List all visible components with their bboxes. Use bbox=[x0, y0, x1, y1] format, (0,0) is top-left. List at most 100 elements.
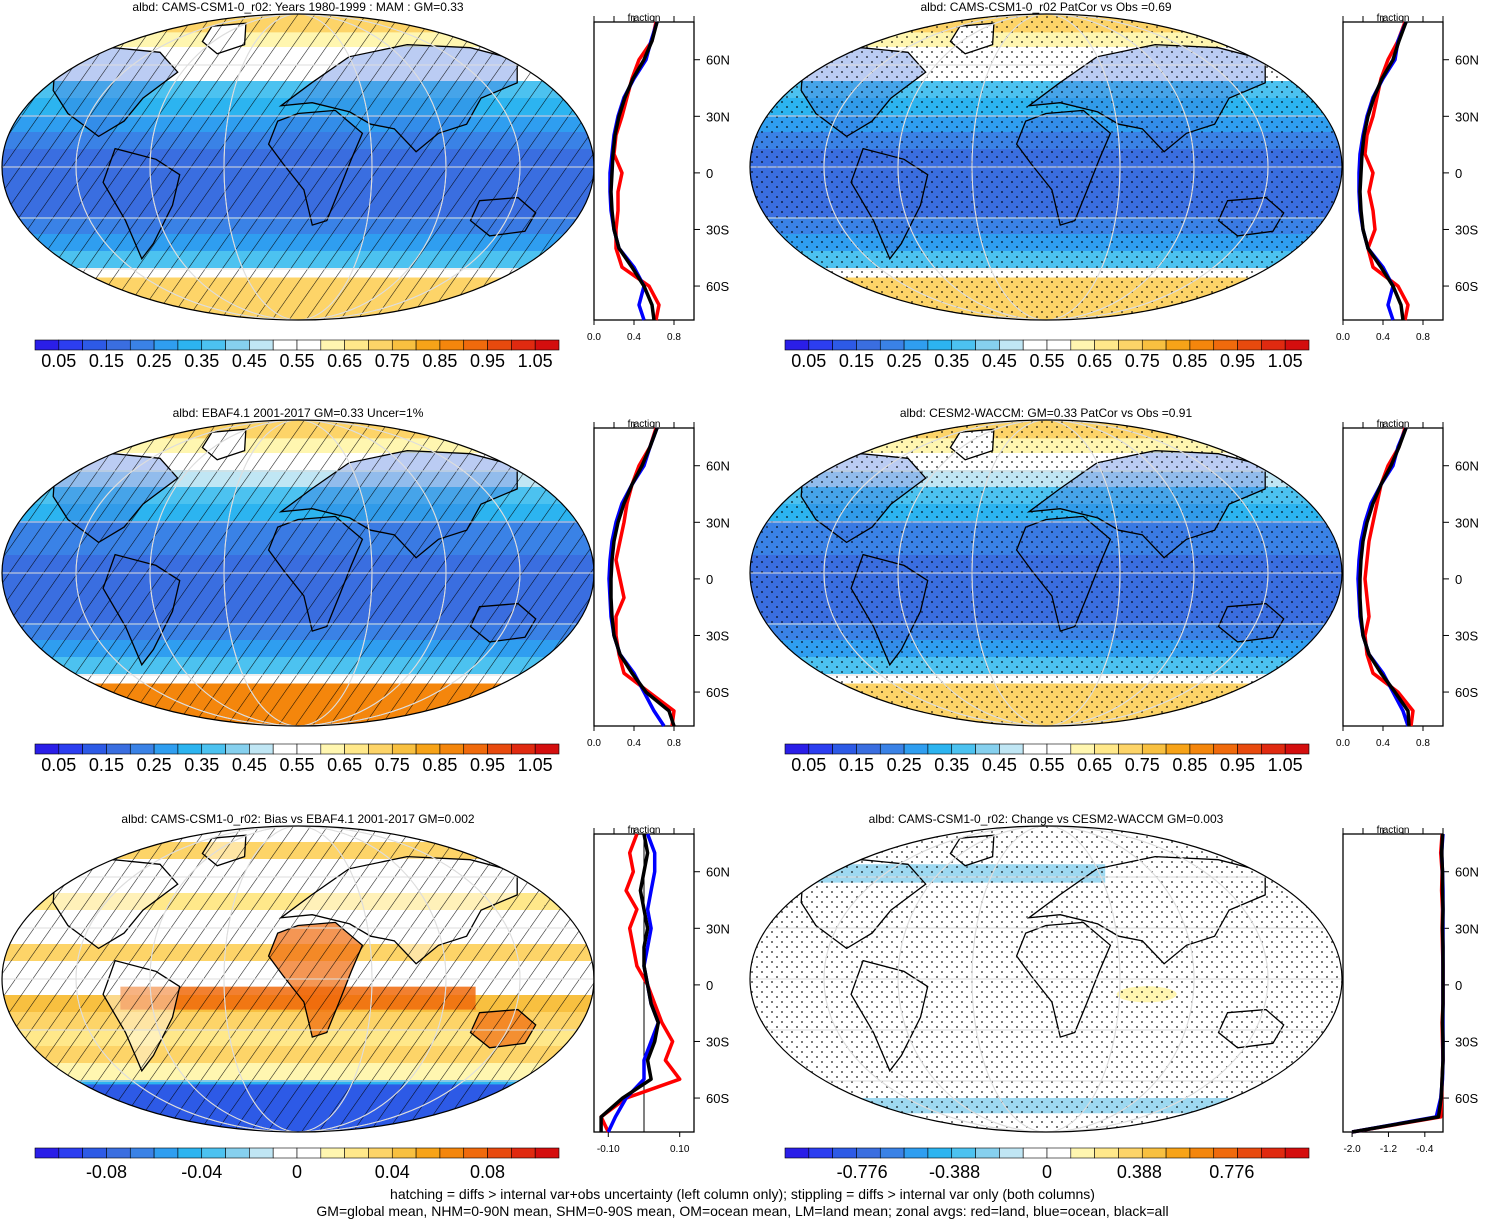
zonal-xtick-label: 0.4 bbox=[627, 332, 641, 343]
zonal-ytick-label: 0 bbox=[1455, 572, 1462, 587]
zonal-line-all bbox=[1351, 833, 1445, 1134]
zonal-ytick-label: 60N bbox=[706, 53, 730, 68]
colorbar-swatch bbox=[344, 743, 369, 755]
colorbar-swatch bbox=[58, 339, 83, 351]
colorbar-swatch bbox=[1165, 743, 1191, 755]
colorbar-0: 0.05 0.15 0.25 0.35 0.45 0.55 0.65 0.75 0.85 0.95… bbox=[34, 339, 560, 371]
colorbar-label: 0.65 bbox=[327, 351, 362, 371]
colorbar-swatch bbox=[391, 1147, 417, 1159]
colorbar-swatch bbox=[82, 1147, 107, 1159]
map-title: albd: CAMS-CSM1-0_r02 PatCor vs Obs =0.6… bbox=[920, 0, 1171, 14]
zonal-ytick-label: 30N bbox=[1455, 515, 1479, 530]
zonal-ytick-label: 30N bbox=[706, 921, 730, 936]
colorbar-label: 0.55 bbox=[279, 755, 314, 775]
colorbar-3: 0.05 0.15 0.25 0.35 0.45 0.55 0.65 0.75 0.85 0.95… bbox=[784, 743, 1310, 775]
colorbar-label: 0.776 bbox=[1209, 1162, 1254, 1182]
colorbar-swatch bbox=[34, 743, 60, 755]
colorbar-swatch bbox=[784, 339, 810, 351]
map-outline bbox=[749, 419, 1343, 727]
colorbar-swatch bbox=[1141, 743, 1167, 755]
colorbar-label: 0.65 bbox=[327, 755, 362, 775]
zonal-ytick-label: 60N bbox=[1455, 53, 1479, 68]
colorbar-swatch bbox=[832, 743, 857, 755]
zonal-frame bbox=[1342, 833, 1444, 1133]
colorbar-swatch bbox=[808, 339, 833, 351]
colorbar-swatch bbox=[129, 743, 155, 755]
map-panel-4: albd: CAMS-CSM1-0_r02: Bias vs EBAF4.1 2… bbox=[1, 812, 595, 1133]
zonal-ytick-label: 30S bbox=[1455, 222, 1478, 237]
zonal-line-land bbox=[1363, 21, 1410, 321]
colorbar-swatch bbox=[927, 1147, 953, 1159]
colorbar-label: 0.05 bbox=[41, 351, 76, 371]
zonal-panel-5: fraction 60N 30N 0 30S 60S -2.0 -1.2 -0.4 bbox=[1342, 825, 1479, 1155]
map-title: albd: CAMS-CSM1-0_r02: Bias vs EBAF4.1 2… bbox=[121, 812, 475, 826]
zonal-xtick-label: 0.0 bbox=[587, 332, 601, 343]
colorbar-swatch bbox=[368, 743, 393, 755]
colorbar-swatch bbox=[1141, 339, 1167, 351]
colorbar-swatch bbox=[439, 339, 465, 351]
graticule-lon bbox=[75, 826, 521, 1132]
colorbar-label: 0.75 bbox=[1125, 755, 1160, 775]
zonal-ytick-label: 30S bbox=[706, 628, 729, 643]
map-field-2 bbox=[2, 420, 594, 726]
colorbar-label: 0.55 bbox=[1029, 351, 1064, 371]
zonal-ytick-label: 30S bbox=[706, 1034, 729, 1049]
colorbar-swatch bbox=[1189, 339, 1215, 351]
zonal-ytick-label: 30N bbox=[1455, 109, 1479, 124]
colorbar-swatch bbox=[903, 339, 929, 351]
colorbar-swatch bbox=[856, 339, 881, 351]
colorbar-swatch bbox=[1118, 1147, 1143, 1159]
map-panel-0: albd: CAMS-CSM1-0_r02: Years 1980-1999 :… bbox=[1, 0, 595, 321]
colorbar-swatch bbox=[784, 743, 810, 755]
colorbar-swatch bbox=[487, 339, 512, 351]
zonal-line-all bbox=[1358, 427, 1411, 727]
colorbar-swatch bbox=[808, 1147, 833, 1159]
colorbar-swatch bbox=[999, 743, 1024, 755]
colorbar-swatch bbox=[1189, 1147, 1215, 1159]
colorbar-label: 0.95 bbox=[470, 351, 505, 371]
graticule-lon bbox=[823, 14, 1269, 320]
colorbar-swatch bbox=[784, 1147, 810, 1159]
colorbar-label: 0.85 bbox=[1172, 755, 1207, 775]
colorbar-label: 0.85 bbox=[422, 755, 457, 775]
colorbar-label: 0.55 bbox=[1029, 755, 1064, 775]
colorbar-label: 0.65 bbox=[1077, 755, 1112, 775]
colorbar-swatch bbox=[1165, 1147, 1191, 1159]
colorbar-swatch bbox=[58, 743, 83, 755]
map-panel-3: albd: CESM2-WACCM: GM=0.33 PatCor vs Obs… bbox=[749, 406, 1343, 727]
colorbar-swatch bbox=[272, 743, 298, 755]
zonal-line-all bbox=[599, 833, 661, 1132]
zonal-ylabel: fraction bbox=[628, 825, 661, 836]
map-outline bbox=[749, 825, 1343, 1133]
zonal-panel-2: fraction 60N 30N 0 30S 60S 0.0 0.4 0.8 bbox=[587, 419, 730, 749]
colorbar-swatch bbox=[201, 743, 226, 755]
colorbar-label: 0.95 bbox=[470, 755, 505, 775]
graticule-lon bbox=[971, 826, 1121, 1132]
zonal-ytick-label: 60S bbox=[1455, 685, 1478, 700]
zonal-xtick-label: -1.2 bbox=[1380, 1144, 1398, 1155]
zonal-ytick-label: 0 bbox=[1455, 978, 1462, 993]
colorbar-swatch bbox=[201, 1147, 226, 1159]
colorbar-label: 0.35 bbox=[934, 351, 969, 371]
colorbar-label: 0.45 bbox=[982, 755, 1017, 775]
colorbar-swatch bbox=[1118, 339, 1143, 351]
zonal-xtick-label: 0.8 bbox=[1416, 332, 1430, 343]
colorbar-label: 0.75 bbox=[375, 351, 410, 371]
colorbar-swatch bbox=[951, 339, 976, 351]
colorbar-swatch bbox=[1141, 1147, 1167, 1159]
colorbar-label: 0.35 bbox=[184, 351, 219, 371]
zonal-ytick-label: 60S bbox=[1455, 1091, 1478, 1106]
colorbar-label: 0.95 bbox=[1220, 755, 1255, 775]
colorbar-swatch bbox=[879, 743, 905, 755]
graticule-lon bbox=[971, 14, 1121, 320]
footer-note-legend: GM=global mean, NHM=0-90N mean, SHM=0-90… bbox=[316, 1203, 1169, 1219]
colorbar-swatch bbox=[511, 743, 536, 755]
colorbar-swatch bbox=[832, 339, 857, 351]
colorbar-5: -0.776 -0.388 0 0.388 0.776 bbox=[784, 1147, 1310, 1182]
colorbar-swatch bbox=[296, 743, 322, 755]
colorbar-swatch bbox=[320, 1147, 345, 1159]
colorbar-label: 0.05 bbox=[41, 755, 76, 775]
graticule-lon bbox=[897, 420, 1195, 726]
colorbar-swatch bbox=[1070, 1147, 1095, 1159]
colorbar-swatch bbox=[463, 339, 488, 351]
